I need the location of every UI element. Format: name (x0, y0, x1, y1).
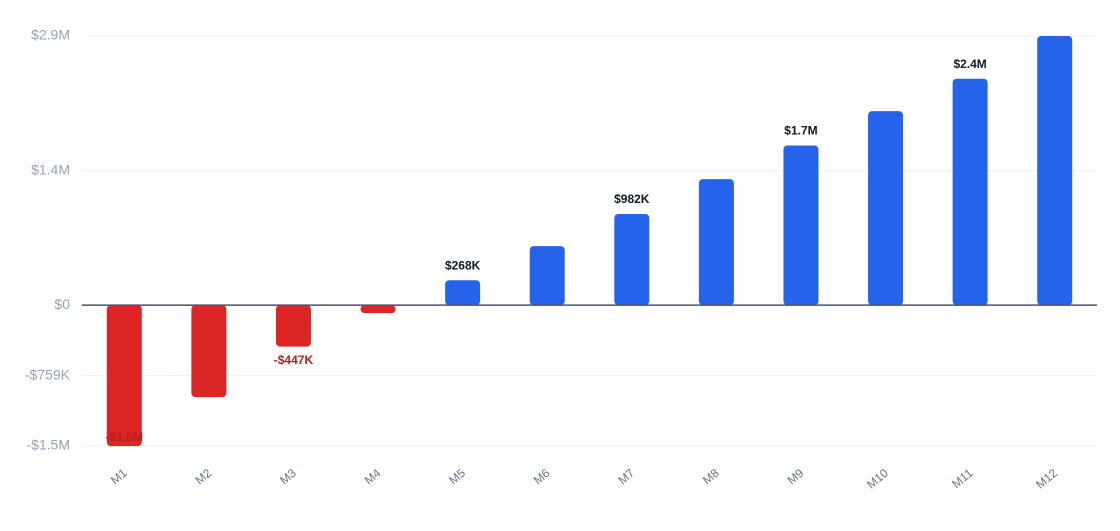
x-tick-label: M8 (700, 466, 722, 488)
bar (1037, 36, 1073, 306)
x-tick-label: M7 (615, 466, 637, 488)
y-tick-label: $2.9M (31, 27, 70, 43)
bar (614, 213, 650, 306)
x-tick-label: M4 (362, 466, 384, 488)
x-tick-label: M5 (446, 466, 468, 488)
value-label: $982K (614, 192, 650, 206)
y-tick-label: -$759K (25, 366, 71, 382)
x-tick-label: M10 (864, 466, 891, 492)
y-tick-label: $0 (54, 296, 70, 312)
bar (275, 305, 311, 347)
x-tick-label: M11 (949, 466, 975, 491)
bar (360, 305, 396, 314)
x-tick-label: M6 (531, 466, 553, 488)
value-label: -$447K (274, 353, 314, 367)
x-tick-label: M12 (1033, 466, 1060, 492)
bar (191, 305, 227, 398)
value-label: $2.4M (953, 57, 986, 71)
bar (445, 280, 481, 306)
bar (868, 111, 904, 306)
x-tick-label: M3 (277, 466, 299, 488)
bar (529, 246, 565, 306)
bar (698, 179, 734, 306)
bar (783, 145, 819, 306)
x-tick-label: M1 (108, 466, 130, 488)
value-label: $1.7M (784, 124, 817, 138)
value-label: $268K (445, 258, 481, 272)
bar (106, 305, 142, 447)
x-tick-label: M2 (192, 466, 214, 488)
x-tick-label: M9 (785, 466, 807, 488)
value-label: -$1.5M (106, 430, 143, 444)
y-tick-label: $1.4M (31, 161, 70, 177)
y-tick-label: -$1.5M (26, 437, 70, 453)
bar (952, 78, 988, 306)
